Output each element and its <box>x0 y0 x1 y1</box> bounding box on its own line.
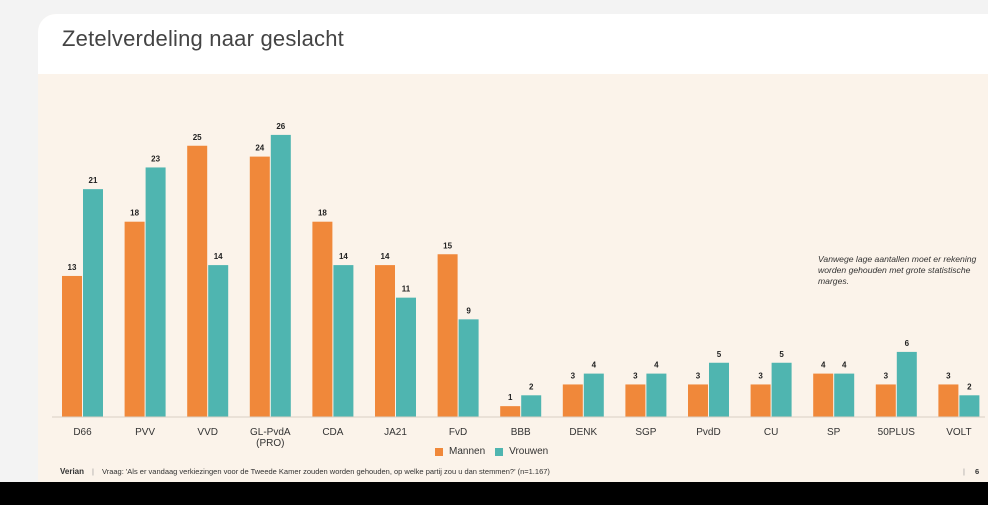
bar-50plus-mannen <box>875 384 896 417</box>
tick-label-cu: CU <box>764 427 778 438</box>
footer: Verian | Vraag: 'Als er vandaag verkiezi… <box>60 467 980 476</box>
bar-denk-mannen <box>562 384 583 417</box>
footer-separator: | <box>92 467 94 476</box>
bar-gl-pvda-mannen <box>249 156 270 417</box>
bar-sp-vrouwen <box>834 373 855 417</box>
data-label-50plus-vrouwen: 6 <box>905 339 910 348</box>
tick-label-d66: D66 <box>73 427 92 438</box>
data-label-gl-pvda-mannen: 24 <box>255 144 264 153</box>
data-label-denk-mannen: 3 <box>571 371 576 380</box>
page-number: 6 <box>975 467 980 476</box>
bar-vvd-vrouwen <box>208 265 229 417</box>
bar-sp-mannen <box>813 373 834 417</box>
tick-label-sgp: SGP <box>635 427 656 438</box>
data-label-sgp-mannen: 3 <box>633 371 638 380</box>
legend-label-mannen: Mannen <box>449 446 486 457</box>
tick-label-50plus: 50PLUS <box>878 427 916 438</box>
data-label-sp-mannen: 4 <box>821 361 826 370</box>
data-label-pvv-vrouwen: 23 <box>151 154 160 163</box>
tick-label-vvd: VVD <box>197 427 218 438</box>
bar-bbb-vrouwen <box>521 395 542 417</box>
tick-label-gl-pvda: GL-PvdA <box>250 427 291 438</box>
bar-volt-mannen <box>938 384 959 417</box>
bar-pvv-mannen <box>124 221 145 417</box>
data-label-cu-mannen: 3 <box>758 371 763 380</box>
data-label-vvd-mannen: 25 <box>193 133 202 142</box>
legend-swatch-vrouwen <box>495 447 504 456</box>
data-label-ja21-vrouwen: 11 <box>402 285 411 294</box>
bar-fvd-vrouwen <box>458 319 479 417</box>
bar-d66-vrouwen <box>83 189 103 417</box>
data-label-cu-vrouwen: 5 <box>779 350 784 359</box>
page-marker: | 6 <box>963 467 979 476</box>
data-label-d66-vrouwen: 21 <box>89 176 98 185</box>
bar-cda-vrouwen <box>333 265 354 417</box>
data-label-50plus-mannen: 3 <box>884 371 889 380</box>
bar-d66-mannen <box>62 275 82 417</box>
data-label-fvd-vrouwen: 9 <box>466 306 471 315</box>
bar-cu-vrouwen <box>771 362 792 417</box>
bar-denk-vrouwen <box>583 373 604 417</box>
bar-gl-pvda-vrouwen <box>270 134 291 417</box>
bar-bbb-mannen <box>500 406 521 417</box>
tick-label-denk: DENK <box>569 427 597 438</box>
bar-vvd-mannen <box>187 145 208 417</box>
bar-pvdd-mannen <box>688 384 708 417</box>
legend-label-vrouwen: Vrouwen <box>509 446 549 457</box>
tick-label-pvv: PVV <box>135 427 155 438</box>
tick-label-gl-pvda-line2: (PRO) <box>256 438 284 449</box>
tick-label-pvdd: PvdD <box>696 427 720 438</box>
annotation-note: Vanwege lage aantallen moet er rekening … <box>818 254 977 286</box>
tick-label-fvd: FvD <box>449 427 467 438</box>
data-label-bbb-mannen: 1 <box>508 393 513 402</box>
data-label-gl-pvda-vrouwen: 26 <box>276 122 285 131</box>
bar-pvdd-vrouwen <box>709 362 729 417</box>
data-label-pvdd-mannen: 3 <box>696 371 701 380</box>
data-label-cda-vrouwen: 14 <box>339 252 348 261</box>
chart-title: Zetelverdeling naar geslacht <box>62 26 344 51</box>
bar-ja21-mannen <box>375 265 395 417</box>
data-label-pvdd-vrouwen: 5 <box>717 350 722 359</box>
bar-sgp-vrouwen <box>646 373 667 417</box>
bar-cu-mannen <box>750 384 771 417</box>
data-label-ja21-mannen: 14 <box>381 252 390 261</box>
tick-label-volt: VOLT <box>946 427 971 438</box>
data-label-fvd-mannen: 15 <box>443 241 452 250</box>
bar-sgp-mannen <box>625 384 646 417</box>
bar-chart: 1321D661823PVV2514VVD2426GL-PvdA(PRO)181… <box>52 122 985 449</box>
tick-label-sp: SP <box>827 427 841 438</box>
page-separator: | <box>963 467 965 476</box>
bar-volt-vrouwen <box>959 395 980 417</box>
title-band: Zetelverdeling naar geslacht <box>38 14 988 74</box>
data-label-pvv-mannen: 18 <box>130 209 139 218</box>
data-label-cda-mannen: 18 <box>318 209 327 218</box>
data-label-sgp-vrouwen: 4 <box>654 361 659 370</box>
tick-label-cda: CDA <box>322 427 343 438</box>
slide: Zetelverdeling naar geslacht 13 21 D66 18 23… <box>0 0 988 482</box>
tick-label-ja21: JA21 <box>384 427 407 438</box>
bar-fvd-mannen <box>437 254 458 417</box>
data-label-d66-mannen: 13 <box>68 263 77 272</box>
data-label-volt-mannen: 3 <box>946 371 951 380</box>
bar-50plus-vrouwen <box>896 351 917 417</box>
legend: Mannen Vrouwen <box>435 446 548 457</box>
brand-name: Verian <box>60 467 85 476</box>
bar-cda-mannen <box>312 221 333 417</box>
legend-swatch-mannen <box>435 447 443 456</box>
tick-label-bbb: BBB <box>511 427 531 438</box>
data-label-sp-vrouwen: 4 <box>842 361 847 370</box>
footer-question: Vraag: 'Als er vandaag verkiezingen voor… <box>101 467 550 476</box>
bar-ja21-vrouwen <box>396 297 416 417</box>
data-label-denk-vrouwen: 4 <box>592 361 597 370</box>
data-label-bbb-vrouwen: 2 <box>529 382 534 391</box>
data-label-vvd-vrouwen: 14 <box>214 252 223 261</box>
bar-pvv-vrouwen <box>145 167 166 417</box>
data-label-volt-vrouwen: 2 <box>967 382 972 391</box>
